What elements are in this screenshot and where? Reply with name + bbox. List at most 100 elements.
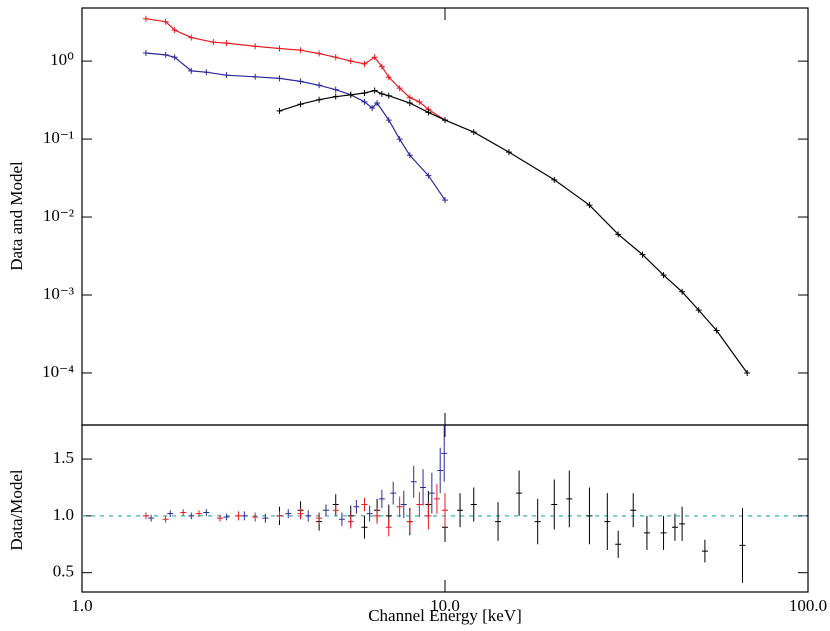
- error-bar: [223, 513, 230, 521]
- error-bar: [276, 511, 283, 521]
- error-bar: [701, 539, 708, 563]
- error-bar: [441, 425, 448, 482]
- y-tick-label: 10⁻¹: [43, 128, 74, 147]
- data-point: [679, 288, 686, 295]
- data-point: [223, 40, 230, 47]
- error-bar: [297, 507, 304, 520]
- error-bar: [252, 512, 259, 522]
- y-tick-label: 0.5: [53, 562, 74, 581]
- y-axis-label: Data/Model: [7, 469, 26, 550]
- data-point: [297, 101, 304, 108]
- x-tick-label: 10.0: [430, 596, 460, 615]
- error-bar: [390, 481, 397, 505]
- error-bar: [420, 469, 427, 506]
- data-point: [551, 176, 558, 183]
- data-point: [203, 69, 210, 76]
- data-point: [385, 117, 392, 124]
- data-point: [361, 89, 368, 96]
- error-bar: [679, 506, 686, 541]
- y-tick-label: 10⁻²: [43, 206, 74, 225]
- error-bar: [739, 507, 746, 583]
- error-bar: [437, 447, 444, 494]
- error-bar: [457, 493, 464, 528]
- error-bar: [235, 511, 242, 521]
- data-point: [470, 129, 477, 136]
- data-point: [276, 75, 283, 82]
- data-point: [332, 54, 339, 61]
- error-bar: [148, 514, 155, 522]
- data-point: [347, 91, 354, 98]
- model-line: [145, 18, 446, 121]
- error-bar: [433, 484, 440, 514]
- data-point: [442, 117, 448, 124]
- data-point: [425, 172, 432, 179]
- error-bar: [425, 502, 432, 530]
- error-bar: [643, 515, 650, 550]
- error-bar: [660, 515, 667, 550]
- data-point: [442, 197, 448, 204]
- data-point: [223, 72, 230, 79]
- data-point: [142, 50, 149, 57]
- error-bar: [142, 512, 149, 520]
- data-point: [276, 45, 283, 52]
- data-point: [361, 98, 368, 105]
- data-point: [297, 78, 304, 85]
- data-point: [332, 93, 339, 100]
- error-bar: [322, 504, 329, 516]
- data-point: [505, 149, 512, 156]
- data-point: [371, 54, 378, 61]
- error-bar: [347, 514, 354, 529]
- error-bar: [566, 470, 573, 528]
- error-bar: [374, 507, 381, 524]
- data-point: [378, 63, 385, 70]
- error-bar: [428, 472, 435, 514]
- model-line: [279, 89, 748, 374]
- model-line: [145, 52, 446, 201]
- data-point: [425, 109, 432, 116]
- error-bar: [305, 510, 312, 522]
- data-point: [385, 92, 392, 99]
- y-tick-label: 10⁻⁴: [42, 362, 74, 381]
- error-bar: [338, 512, 345, 527]
- y-axis-label: Data and Model: [7, 161, 26, 271]
- data-point: [615, 231, 622, 238]
- error-bar: [262, 513, 269, 523]
- data-point: [347, 58, 354, 65]
- error-bar: [586, 487, 593, 545]
- data-point: [162, 18, 169, 25]
- data-point: [396, 136, 403, 143]
- x-tick-label: 1.0: [71, 596, 92, 615]
- error-bar: [361, 497, 368, 512]
- error-bar: [203, 509, 210, 516]
- data-point: [171, 27, 178, 34]
- error-bar: [188, 512, 195, 520]
- data-point: [369, 105, 376, 112]
- data-point: [332, 86, 339, 93]
- error-bar: [516, 470, 523, 516]
- error-bar: [410, 465, 417, 498]
- error-bar: [353, 499, 360, 514]
- data-point: [695, 307, 702, 314]
- data-point: [374, 100, 381, 107]
- error-bar: [615, 530, 622, 558]
- error-bar: [630, 493, 637, 528]
- error-bar: [285, 509, 292, 519]
- data-point: [378, 90, 385, 97]
- error-bar: [217, 514, 224, 522]
- data-point: [744, 369, 751, 376]
- data-point: [297, 47, 304, 54]
- data-point: [162, 51, 169, 58]
- data-point: [316, 82, 323, 89]
- data-point: [416, 98, 423, 105]
- error-bar: [416, 492, 423, 518]
- x-tick-label: 100.0: [789, 596, 827, 615]
- data-point: [171, 54, 178, 61]
- error-bar: [241, 511, 248, 521]
- error-bar: [406, 510, 413, 533]
- data-point: [142, 15, 149, 22]
- error-bar: [316, 512, 323, 524]
- data-point: [396, 85, 403, 92]
- data-point: [210, 39, 217, 46]
- data-point: [252, 43, 259, 50]
- error-bar: [671, 513, 678, 541]
